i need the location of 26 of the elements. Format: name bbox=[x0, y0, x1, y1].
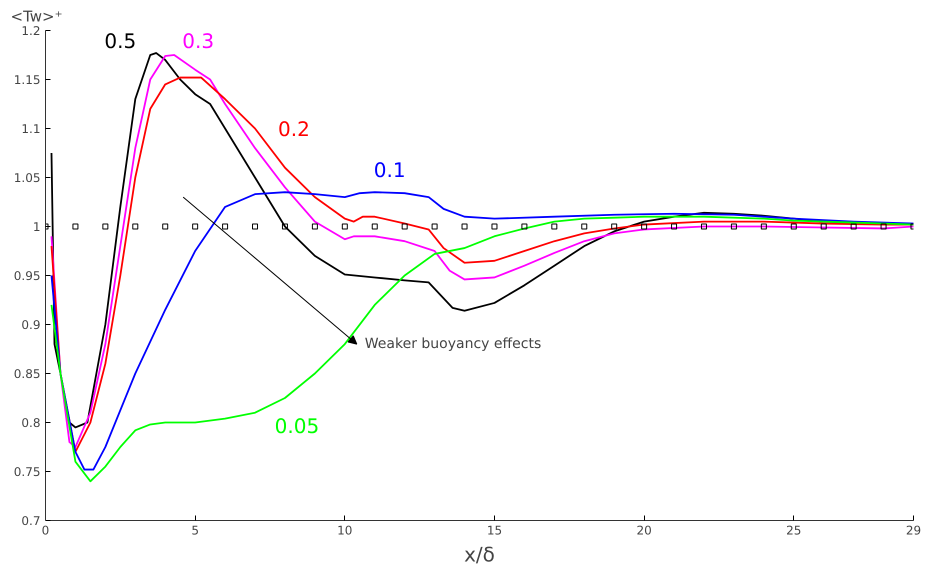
y-tick-label: 0.95 bbox=[14, 269, 40, 283]
x-tick-label: 29 bbox=[906, 524, 922, 538]
y-tick-label: 0.9 bbox=[21, 318, 41, 332]
series-label: 0.5 bbox=[104, 28, 136, 53]
x-axis-title: x/δ bbox=[464, 542, 495, 566]
y-tick-label: 1.2 bbox=[21, 24, 41, 38]
y-tick-label: 1.15 bbox=[14, 73, 40, 87]
series-label: 0.1 bbox=[374, 158, 406, 182]
x-tick-label: 15 bbox=[486, 524, 502, 538]
x-tick-label: 20 bbox=[636, 524, 652, 538]
y-tick-label: 0.85 bbox=[14, 367, 40, 381]
series-label: 0.2 bbox=[278, 117, 310, 141]
annotation: Weaker buoyancy effects bbox=[364, 336, 542, 352]
x-tick-label: 25 bbox=[786, 524, 802, 538]
y-tick-label: 1 bbox=[32, 220, 41, 234]
x-tick-label: 0 bbox=[42, 524, 50, 538]
y-tick-label: 0.8 bbox=[21, 416, 41, 430]
series-label: 0.3 bbox=[182, 28, 214, 53]
series-label: 0.05 bbox=[274, 414, 320, 438]
x-tick-label: 5 bbox=[191, 524, 199, 538]
y-tick-label: 1.1 bbox=[21, 122, 41, 136]
y-tick-label: 0.7 bbox=[21, 514, 41, 528]
y-tick-label: 1.05 bbox=[14, 171, 40, 185]
y-axis-title: <Tw>⁺ bbox=[10, 8, 63, 26]
x-tick-label: 10 bbox=[337, 524, 352, 538]
y-tick-label: 0.75 bbox=[14, 465, 40, 479]
